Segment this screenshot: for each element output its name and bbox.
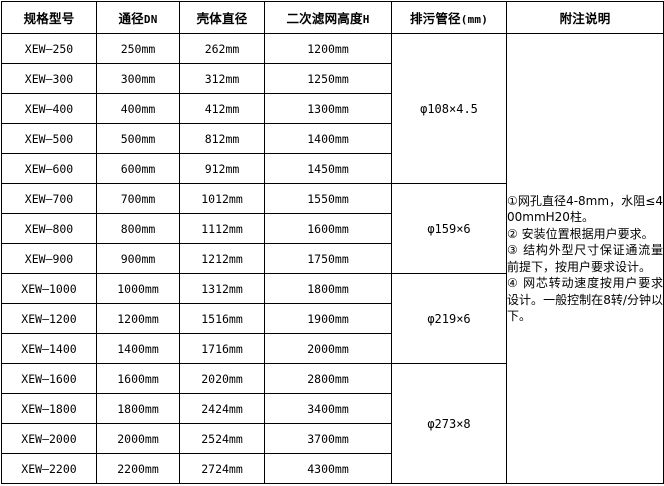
- table-header: 规格型号 通径DN 壳体直径 二次滤网高度H 排污管径(mm) 附注说明: [1, 1, 664, 34]
- cell-dn: 800mm: [96, 213, 180, 244]
- cell-model: XEW—1400: [1, 333, 97, 364]
- cell-height: 1550mm: [264, 183, 392, 214]
- cell-model: XEW—600: [1, 153, 97, 184]
- header-row: 规格型号 通径DN 壳体直径 二次滤网高度H 排污管径(mm) 附注说明: [1, 1, 664, 34]
- cell-model: XEW—1000: [1, 273, 97, 304]
- cell-dn: 1200mm: [96, 303, 180, 334]
- table-row: XEW—700 700mm 1012mm 1550mm φ159×6: [1, 183, 664, 274]
- cell-model: XEW—2200: [1, 453, 97, 484]
- cell-height: 1300mm: [264, 93, 392, 124]
- cell-dn: 900mm: [96, 243, 180, 274]
- cell-dn: 400mm: [96, 93, 180, 124]
- cell-dn: 300mm: [96, 63, 180, 94]
- table-row: XEW—1400 1400mm 1716mm 2000mm: [1, 333, 664, 364]
- cell-model: XEW—900: [1, 243, 97, 274]
- table-row: XEW—400 400mm 412mm 1300mm: [1, 93, 664, 124]
- cell-height: 1200mm: [264, 33, 392, 64]
- cell-notes: ①网孔直径4-8mm，水阻≤400mmH20柱。 ② 安装位置根据用户要求。 ③…: [506, 33, 664, 484]
- cell-shell: 1012mm: [179, 183, 265, 214]
- table-row: XEW—800 800mm 1112mm 1600mm: [1, 213, 664, 244]
- column-header-model: 规格型号: [1, 1, 97, 34]
- table-row: XEW—2200 2200mm 2724mm 4300mm: [1, 453, 664, 484]
- table-row: XEW—1200 1200mm 1516mm 1900mm: [1, 303, 664, 334]
- cell-model: XEW—700: [1, 183, 97, 214]
- cell-drain-diameter: φ108×4.5: [391, 33, 507, 184]
- cell-shell: 2020mm: [179, 363, 265, 394]
- table-row: XEW—1000 1000mm 1312mm 1800mm φ219×6: [1, 273, 664, 364]
- cell-shell: 912mm: [179, 153, 265, 184]
- cell-drain-diameter: φ159×6: [391, 183, 507, 274]
- cell-height: 2800mm: [264, 363, 392, 394]
- column-header-notes: 附注说明: [506, 1, 664, 34]
- table-row: XEW—900 900mm 1212mm 1750mm: [1, 243, 664, 274]
- cell-model: XEW—250: [1, 33, 97, 64]
- cell-height: 1750mm: [264, 243, 392, 274]
- cell-model: XEW—800: [1, 213, 97, 244]
- cell-drain-diameter: φ219×6: [391, 273, 507, 364]
- column-header-drain-unit: (mm): [460, 13, 489, 26]
- table-row: XEW—1800 1800mm 2424mm 3400mm: [1, 393, 664, 424]
- cell-model: XEW—1600: [1, 363, 97, 394]
- cell-height: 2000mm: [264, 333, 392, 364]
- cell-shell: 1312mm: [179, 273, 265, 304]
- cell-dn: 1400mm: [96, 333, 180, 364]
- cell-dn: 600mm: [96, 153, 180, 184]
- cell-shell: 412mm: [179, 93, 265, 124]
- table-row: XEW—500 500mm 812mm 1400mm: [1, 123, 664, 154]
- cell-shell: 312mm: [179, 63, 265, 94]
- cell-shell: 2424mm: [179, 393, 265, 424]
- table-row: XEW—300 300mm 312mm 1250mm: [1, 63, 664, 94]
- cell-shell: 1212mm: [179, 243, 265, 274]
- cell-dn: 250mm: [96, 33, 180, 64]
- cell-shell: 812mm: [179, 123, 265, 154]
- cell-height: 1250mm: [264, 63, 392, 94]
- table-row: XEW—2000 2000mm 2524mm 3700mm: [1, 423, 664, 454]
- cell-dn: 500mm: [96, 123, 180, 154]
- column-header-height-unit: H: [362, 13, 370, 26]
- cell-height: 3700mm: [264, 423, 392, 454]
- column-header-drain: 排污管径(mm): [391, 1, 507, 34]
- cell-dn: 2200mm: [96, 453, 180, 484]
- cell-model: XEW—2000: [1, 423, 97, 454]
- cell-drain-diameter: φ273×8: [391, 363, 507, 484]
- column-header-dn-unit: DN: [143, 13, 158, 26]
- cell-model: XEW—400: [1, 93, 97, 124]
- column-header-shell-label: 壳体直径: [196, 11, 248, 26]
- column-header-shell: 壳体直径: [179, 1, 265, 34]
- cell-height: 4300mm: [264, 453, 392, 484]
- column-header-height: 二次滤网高度H: [264, 1, 392, 34]
- cell-model: XEW—1200: [1, 303, 97, 334]
- cell-dn: 1600mm: [96, 363, 180, 394]
- column-header-height-label: 二次滤网高度: [286, 11, 363, 26]
- cell-shell: 1516mm: [179, 303, 265, 334]
- column-header-drain-label: 排污管径: [409, 11, 461, 26]
- table-body: XEW—250 250mm 262mm 1200mm φ108×4.5 ①网孔直径4-8m…: [1, 33, 664, 484]
- cell-height: 1800mm: [264, 273, 392, 304]
- cell-dn: 700mm: [96, 183, 180, 214]
- column-header-dn: 通径DN: [96, 1, 180, 34]
- cell-dn: 2000mm: [96, 423, 180, 454]
- cell-height: 1600mm: [264, 213, 392, 244]
- cell-shell: 262mm: [179, 33, 265, 64]
- cell-model: XEW—300: [1, 63, 97, 94]
- cell-dn: 1000mm: [96, 273, 180, 304]
- table-row: XEW—600 600mm 912mm 1450mm: [1, 153, 664, 184]
- cell-height: 3400mm: [264, 393, 392, 424]
- table-row: XEW—250 250mm 262mm 1200mm φ108×4.5 ①网孔直径4-8m…: [1, 33, 664, 484]
- cell-model: XEW—500: [1, 123, 97, 154]
- cell-model: XEW—1800: [1, 393, 97, 424]
- cell-height: 1900mm: [264, 303, 392, 334]
- cell-height: 1450mm: [264, 153, 392, 184]
- column-header-notes-label: 附注说明: [559, 11, 611, 26]
- cell-shell: 2724mm: [179, 453, 265, 484]
- notes-text: ①网孔直径4-8mm，水阻≤400mmH20柱。 ② 安装位置根据用户要求。 ③…: [507, 193, 663, 324]
- cell-height: 1400mm: [264, 123, 392, 154]
- column-header-model-label: 规格型号: [23, 11, 75, 26]
- cell-shell: 1112mm: [179, 213, 265, 244]
- cell-dn: 1800mm: [96, 393, 180, 424]
- column-header-dn-label: 通径: [118, 11, 144, 26]
- cell-shell: 1716mm: [179, 333, 265, 364]
- cell-shell: 2524mm: [179, 423, 265, 454]
